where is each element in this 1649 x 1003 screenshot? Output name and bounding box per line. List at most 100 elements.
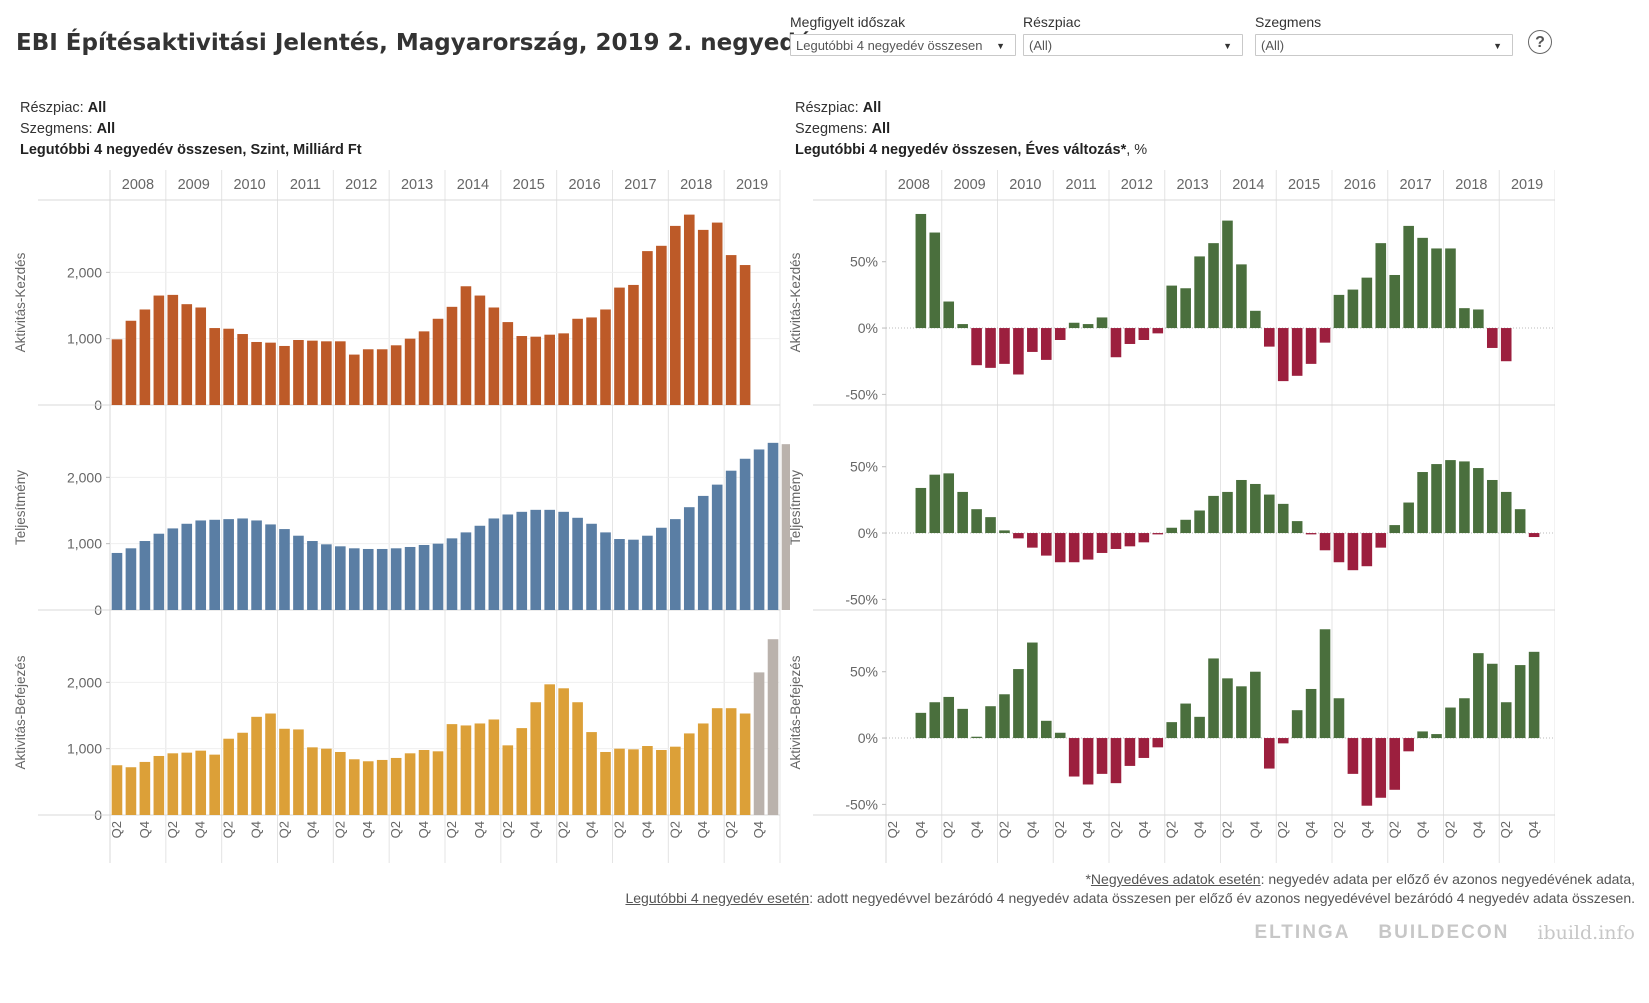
x-tick-label: Q4 xyxy=(1470,821,1485,838)
level-chart[interactable]: 2008 2009 2010 2011 2012 2013 2014 2015 2016 2017… xyxy=(0,165,790,865)
bar xyxy=(293,729,304,815)
year-label: 2019 xyxy=(736,177,768,193)
bar xyxy=(985,328,996,368)
bar xyxy=(111,552,123,610)
bar xyxy=(656,245,667,405)
bar xyxy=(1361,533,1373,567)
year-label: 2009 xyxy=(953,177,985,193)
y-tick-label: 2,000 xyxy=(67,264,102,280)
bar xyxy=(1027,328,1038,352)
bar xyxy=(725,255,737,405)
bar xyxy=(985,706,996,739)
x-tick-label: Q2 xyxy=(723,821,738,838)
bar xyxy=(586,732,597,815)
bar xyxy=(1417,731,1428,739)
footnote-text-1: : negyedév adata per előző év azonos neg… xyxy=(1260,871,1635,887)
bar xyxy=(1333,698,1345,739)
x-tick-label: Q4 xyxy=(584,821,599,838)
footnote-link-rolling[interactable]: Legutóbbi 4 negyedév esetén xyxy=(625,890,810,906)
filter-period[interactable]: Megfigyelt időszak Legutóbbi 4 negyedév … xyxy=(790,14,1016,56)
filter-segment[interactable]: Szegmens (All) ▼ xyxy=(1255,14,1513,56)
bar xyxy=(446,724,458,815)
bar xyxy=(1319,533,1331,551)
bar xyxy=(683,507,695,610)
bar xyxy=(1236,686,1247,739)
filter-segment-label: Szegmens xyxy=(1255,14,1322,30)
bar xyxy=(600,751,611,815)
bar xyxy=(1431,734,1442,739)
filter-period-select[interactable]: Legutóbbi 4 negyedév összesen ▼ xyxy=(790,34,1016,56)
bar xyxy=(1514,665,1526,739)
year-label: 2013 xyxy=(1176,177,1208,193)
bar xyxy=(711,484,723,610)
bar xyxy=(1347,738,1359,774)
bar xyxy=(167,528,179,610)
bar xyxy=(1194,510,1205,534)
filter-segment-select[interactable]: (All) ▼ xyxy=(1255,34,1513,56)
bar xyxy=(1305,688,1317,739)
help-icon[interactable]: ? xyxy=(1528,30,1552,54)
eltinga-logo[interactable]: ELTINGA xyxy=(1254,922,1351,943)
bar xyxy=(642,535,653,610)
x-tick-label: Q2 xyxy=(444,821,459,838)
x-tick-label: Q2 xyxy=(165,821,180,838)
bar xyxy=(767,442,779,610)
y-tick-label: 2,000 xyxy=(67,469,102,485)
bar xyxy=(915,213,927,329)
bar xyxy=(404,753,416,815)
bar xyxy=(614,287,625,405)
bar xyxy=(335,341,346,405)
x-tick-label: Q2 xyxy=(500,821,515,838)
bar xyxy=(362,349,374,405)
bar xyxy=(725,708,737,815)
bar xyxy=(1347,533,1359,571)
bar xyxy=(1250,310,1261,329)
bar xyxy=(1528,533,1540,538)
buildecon-logo[interactable]: BUILDECON xyxy=(1378,922,1510,943)
bar xyxy=(1166,722,1178,739)
bar xyxy=(1138,328,1150,340)
chevron-down-icon[interactable]: ▼ xyxy=(996,41,1005,51)
filter-period-value: Legutóbbi 4 negyedév összesen xyxy=(796,38,983,53)
bar xyxy=(656,749,667,815)
bar xyxy=(1389,274,1401,329)
x-tick-label: Q2 xyxy=(1331,821,1346,838)
bar xyxy=(1096,738,1108,774)
year-label: 2016 xyxy=(568,177,600,193)
right-meta-value-1: All xyxy=(862,100,882,116)
bar xyxy=(474,295,486,405)
footnote-link-quarterly[interactable]: Negyedéves adatok esetén xyxy=(1090,871,1261,887)
page-title: EBI Építésaktivitási Jelentés, Magyarors… xyxy=(16,30,827,56)
y-tick-label: -50% xyxy=(845,796,878,812)
year-label: 2012 xyxy=(1121,177,1153,193)
filter-subsector[interactable]: Részpiac (All) ▼ xyxy=(1023,14,1243,56)
bar xyxy=(586,317,597,405)
x-tick-label: Q2 xyxy=(996,821,1011,838)
filter-subsector-select[interactable]: (All) ▼ xyxy=(1023,34,1243,56)
x-tick-label: Q4 xyxy=(913,821,928,838)
x-tick-label: Q2 xyxy=(1108,821,1123,838)
bar xyxy=(530,702,542,815)
yoy-change-chart[interactable]: 2008 2009 2010 2011 2012 2013 2014 2015 2016 2017… xyxy=(775,165,1555,865)
bar xyxy=(209,519,220,610)
bar xyxy=(943,301,955,329)
bar xyxy=(167,294,179,405)
row-axis-label: Teljesítmény xyxy=(788,470,803,545)
chevron-down-icon[interactable]: ▼ xyxy=(1223,41,1232,51)
bar xyxy=(362,761,374,815)
ibuild-logo[interactable]: ibuild.info xyxy=(1537,922,1635,944)
bar xyxy=(390,757,402,815)
bar xyxy=(1250,671,1261,739)
chevron-down-icon[interactable]: ▼ xyxy=(1493,41,1502,51)
bar xyxy=(1082,533,1094,560)
filter-subsector-label: Részpiac xyxy=(1023,14,1081,30)
bar xyxy=(321,748,332,815)
bar xyxy=(251,520,262,610)
bar xyxy=(971,509,982,534)
left-meta-value-1: All xyxy=(87,100,107,116)
bar xyxy=(1473,468,1484,534)
x-tick-label: Q4 xyxy=(639,821,654,838)
bar xyxy=(209,754,220,815)
x-tick-label: Q2 xyxy=(332,821,347,838)
x-tick-label: Q2 xyxy=(1219,821,1234,838)
